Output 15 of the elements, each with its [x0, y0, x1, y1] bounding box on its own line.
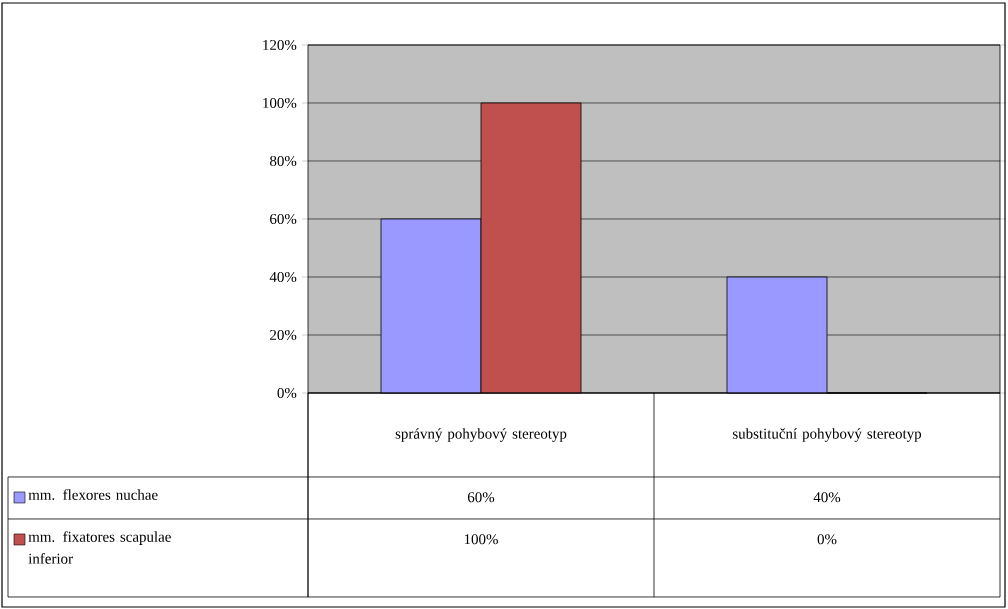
data-label: 60%	[467, 492, 495, 503]
data-label: 100%	[464, 534, 498, 545]
x-tick-label: správný pohybový stereotyp	[395, 428, 567, 442]
y-tick-label: 80%	[270, 155, 297, 167]
y-tick-label: 40%	[269, 271, 297, 283]
y-tick-label: 60%	[270, 213, 297, 225]
legend-label: mm. flexores nuchae	[28, 489, 158, 500]
x-tick-label: substituční pohybový stereotyp	[732, 428, 922, 442]
data-label: 40%	[813, 492, 841, 503]
y-tick-label: 120%	[263, 39, 297, 51]
y-tick-label: 20%	[270, 329, 297, 341]
legend-label: mm. fixatores scapulae inferior	[28, 531, 171, 564]
data-label: 0%	[817, 534, 837, 545]
y-tick-label: 100%	[263, 97, 297, 109]
y-tick-label: 0%	[277, 387, 297, 399]
